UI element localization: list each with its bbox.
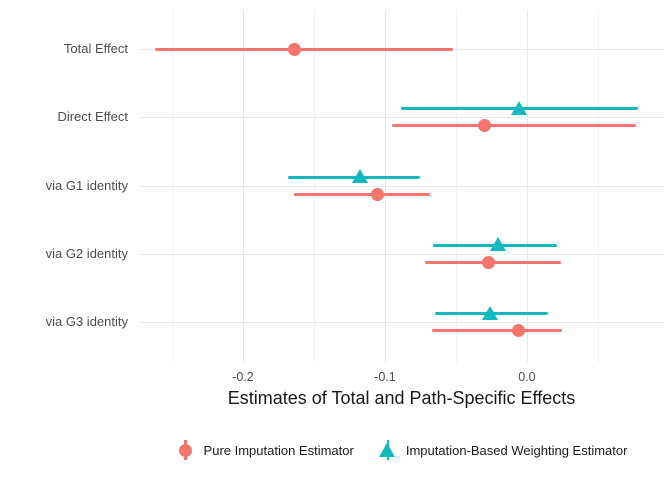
circle-marker-icon [179, 443, 193, 457]
gridline-category [140, 185, 663, 187]
estimate-point-triangle [490, 237, 507, 252]
gridline-category [140, 117, 663, 119]
category-label: via G3 identity [45, 314, 128, 330]
triangle-marker-icon [379, 443, 396, 457]
legend-label: Imputation-Based Weighting Estimator [405, 442, 628, 458]
category-label: Total Effect [63, 41, 128, 56]
legend-item-pure-imputation: Pure Imputation Estimator [176, 438, 354, 462]
estimate-point-circle [482, 255, 496, 269]
category-label: via G1 identity [45, 177, 128, 193]
pointrange-circle-icon [176, 438, 196, 462]
pointrange-triangle-icon [378, 438, 398, 462]
x-tick-label: 0.0 [518, 370, 536, 384]
estimate-point-triangle [511, 100, 528, 115]
plot-panel [140, 10, 663, 363]
x-axis-title: Estimates of Total and Path-Specific Eff… [227, 388, 576, 408]
estimate-point-triangle [481, 305, 498, 320]
estimate-point-triangle [352, 169, 369, 184]
estimate-point-circle [511, 324, 525, 338]
gridline-category [140, 322, 663, 324]
confidence-interval-line [392, 124, 637, 128]
gridline-category [140, 253, 663, 255]
x-tick-label: -0.2 [232, 370, 254, 384]
confidence-interval-line [154, 47, 454, 51]
x-tick-label: -0.1 [374, 370, 396, 384]
confidence-interval-line [431, 329, 563, 333]
estimate-point-circle [477, 119, 491, 133]
estimate-point-circle [287, 42, 301, 56]
confidence-interval-line [294, 192, 431, 196]
estimate-point-circle [371, 187, 385, 201]
category-label: Direct Effect [57, 109, 128, 125]
category-label: via G2 identity [45, 245, 128, 261]
legend-item-weighting: Imputation-Based Weighting Estimator [378, 438, 628, 462]
legend-label: Pure Imputation Estimator [203, 442, 354, 458]
legend: Pure Imputation Estimator Imputation-Bas… [140, 436, 663, 464]
